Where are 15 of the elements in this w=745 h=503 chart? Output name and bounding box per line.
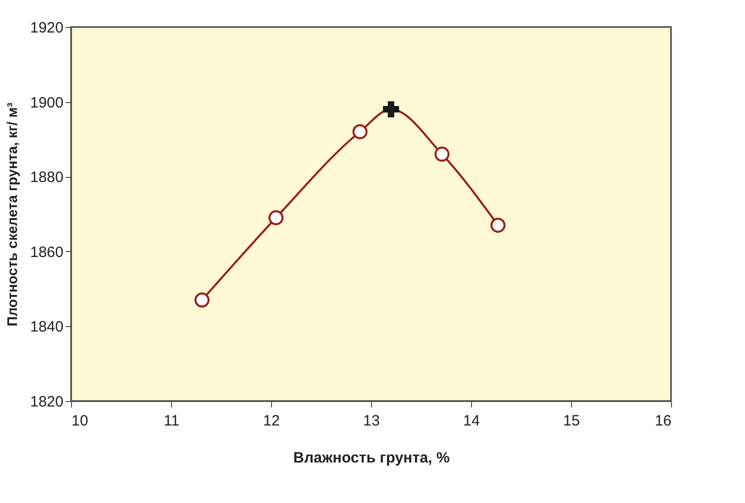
x-tick-label: 11 [164, 412, 180, 430]
x-tick-label: 12 [263, 412, 280, 430]
y-tick-label: 1900 [30, 94, 64, 112]
y-tick-label: 1880 [30, 169, 64, 186]
x-tick-label: 16 [654, 412, 672, 430]
x-tick-label: 10 [72, 412, 88, 430]
y-tick-label: 1820 [30, 394, 64, 410]
y-tick-label: 1920 [30, 20, 64, 36]
y-tick-label: 1840 [30, 318, 64, 336]
x-axis-title: Влажность грунта, % [293, 450, 450, 466]
x-tick-label: 13 [363, 412, 380, 430]
x-tick-label: 14 [463, 412, 480, 430]
x-tick-label: 15 [563, 412, 580, 430]
y-axis-title: Плотность скелета грунта, кг/ м³ [4, 102, 20, 326]
y-tick-label: 1860 [30, 244, 64, 261]
